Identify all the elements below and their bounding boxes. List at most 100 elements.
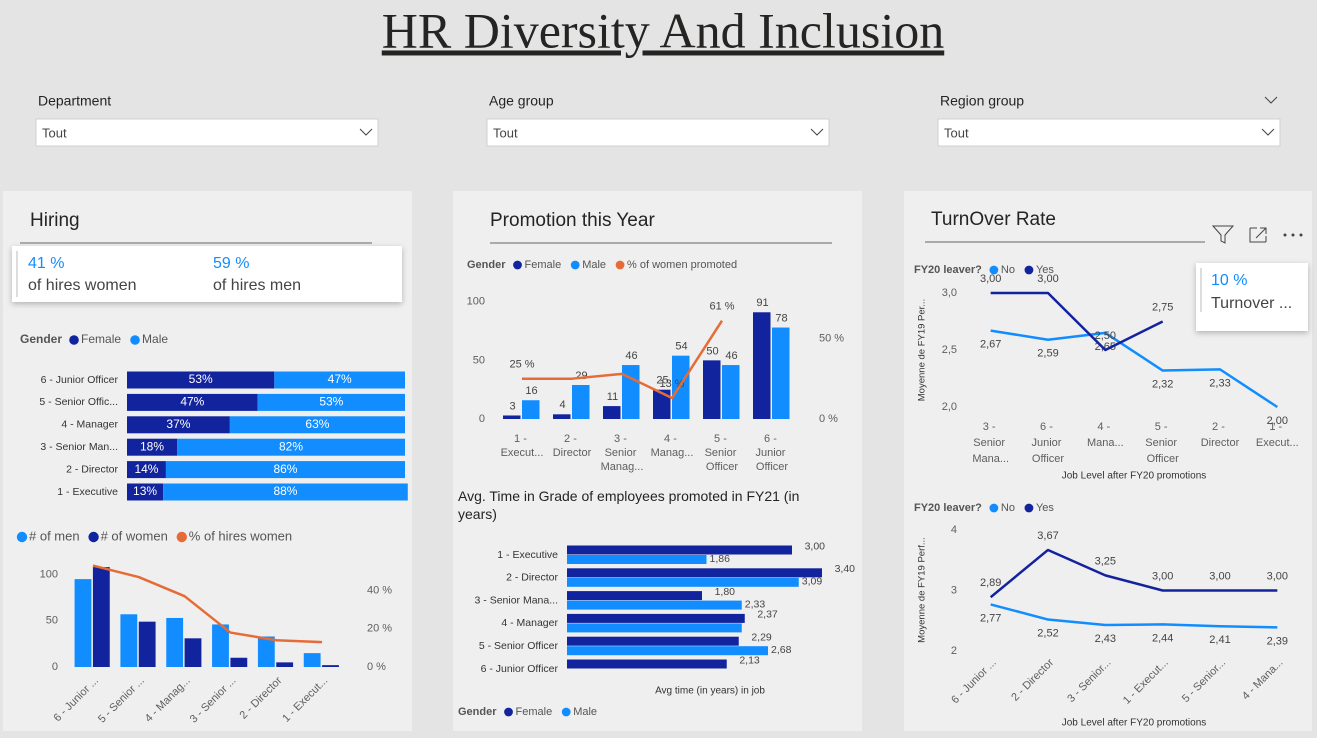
- data-label: 2,41: [1209, 634, 1230, 646]
- data-label: 47%: [180, 395, 204, 409]
- text-line: 5 -: [714, 433, 730, 445]
- bar: [230, 657, 248, 667]
- focus-icon[interactable]: [1249, 227, 1267, 243]
- bar-segment: [127, 393, 258, 411]
- legend-marker: [989, 503, 999, 513]
- dropdown[interactable]: [486, 118, 830, 147]
- legend-label: Yes: [1036, 264, 1054, 276]
- text-line: Officer: [1147, 453, 1180, 465]
- legend-marker: [69, 335, 79, 345]
- x-tick-label: 4 - Manag...: [651, 433, 694, 459]
- y-tick-label: 6 - Junior Officer: [481, 663, 559, 675]
- legend-title: FY20 leaver?: [914, 264, 982, 276]
- dot[interactable]: [1283, 233, 1287, 237]
- kpi-label: Turnover ...: [1211, 295, 1292, 312]
- bar: [74, 579, 92, 667]
- bar: [567, 623, 742, 633]
- text-line: Junior: [755, 447, 788, 459]
- bar: [753, 312, 771, 419]
- y-tick-label: 3,0: [942, 287, 957, 299]
- data-label: 2,68: [771, 644, 792, 656]
- bar: [166, 617, 184, 667]
- bar: [257, 636, 275, 667]
- kpi-value: 59 %: [213, 255, 249, 272]
- page-title: HR Diversity And Inclusion: [382, 2, 944, 58]
- data-label: 3,00: [1152, 570, 1173, 582]
- line: [990, 291, 1164, 352]
- data-label: 2,67: [980, 339, 1001, 351]
- bar-segment: [165, 461, 405, 479]
- text-line: Avg. Time in Grade of employees promoted…: [458, 488, 803, 504]
- text-line: Mana...: [972, 453, 1009, 465]
- chart-title: Avg. Time in Grade of employees promoted…: [458, 488, 803, 522]
- text-line: Officer: [756, 461, 789, 473]
- data-label: 37%: [166, 417, 190, 431]
- data-label: 54: [675, 341, 687, 353]
- data-label: 2,52: [1037, 627, 1058, 639]
- y2-tick-label: 0 %: [367, 661, 386, 673]
- y-tick-label: 0: [52, 661, 58, 673]
- dropdown-value: Tout: [42, 125, 67, 140]
- more-options[interactable]: [1283, 233, 1303, 237]
- bar-segment: [127, 438, 178, 456]
- dot[interactable]: [1299, 233, 1303, 237]
- legend-label: Male: [582, 259, 606, 271]
- data-label: 3,67: [1037, 530, 1058, 542]
- data-label: 18%: [140, 439, 164, 453]
- text-line: 4 -: [1097, 421, 1113, 433]
- legend-marker: [1024, 503, 1034, 513]
- data-label: 3,25: [1095, 555, 1116, 567]
- y-tick-label: 2 - Director: [506, 572, 558, 584]
- y-tick-label: 100: [40, 568, 58, 580]
- data-label: 16: [525, 385, 537, 397]
- chevron[interactable]: [1264, 96, 1278, 104]
- legend-marker: [1024, 265, 1034, 275]
- bar: [120, 614, 138, 667]
- text-line: 1 -: [514, 433, 530, 445]
- bar: [322, 665, 339, 667]
- bar: [522, 400, 540, 419]
- data-label: 53%: [319, 395, 343, 409]
- x-tick-label: 5 - Senior Officer: [1145, 421, 1180, 465]
- panel-title: TurnOver Rate: [931, 209, 1056, 230]
- line: [522, 319, 724, 400]
- legend-label: Female: [516, 706, 553, 718]
- data-label: 2,32: [1152, 378, 1173, 390]
- bar: [92, 567, 110, 667]
- bar: [567, 555, 707, 564]
- x-tick-label: 3 - Senior Manag...: [601, 433, 644, 473]
- panel-title: Hiring: [30, 210, 80, 231]
- kpi-value: 41 %: [28, 255, 64, 272]
- y-tick-label: 50: [473, 354, 485, 366]
- filter-icon[interactable]: [1211, 225, 1235, 244]
- bar: [303, 653, 321, 667]
- text-line: 2 -: [564, 433, 580, 445]
- y-tick-label: 5 - Senior Offic...: [39, 396, 118, 408]
- bar: [184, 638, 202, 667]
- data-label: 2,43: [1095, 633, 1116, 645]
- data-label: 2,29: [751, 631, 772, 643]
- data-label: 3,00: [1267, 570, 1288, 582]
- dropdown[interactable]: [937, 118, 1281, 147]
- bar: [567, 636, 739, 646]
- x-tick-label: 4 - Mana...: [1087, 421, 1124, 449]
- kpi-card: [1196, 263, 1308, 331]
- dot[interactable]: [1291, 233, 1295, 237]
- dropdown[interactable]: [35, 118, 379, 147]
- x-tick-label: 5 - Senior Officer: [705, 433, 740, 473]
- kpi-label: of hires men: [213, 277, 301, 294]
- y-tick-label: 3 - Senior Man...: [40, 441, 118, 453]
- legend-marker: [570, 260, 580, 270]
- kpi-card: [12, 246, 402, 302]
- data-label: 2,33: [1209, 377, 1230, 389]
- y-tick-label: 5 - Senior Officer: [479, 640, 559, 652]
- text-line: Manag...: [651, 447, 694, 459]
- data-label: 61 %: [709, 301, 734, 313]
- bar: [276, 662, 294, 667]
- y-tick-label: 4 - Manager: [61, 419, 118, 431]
- y-tick-label: 2,0: [942, 401, 957, 413]
- y2-tick-label: 40 %: [367, 584, 392, 596]
- x-tick-label: 6 - Junior Officer: [1031, 421, 1064, 465]
- line: [990, 603, 1278, 629]
